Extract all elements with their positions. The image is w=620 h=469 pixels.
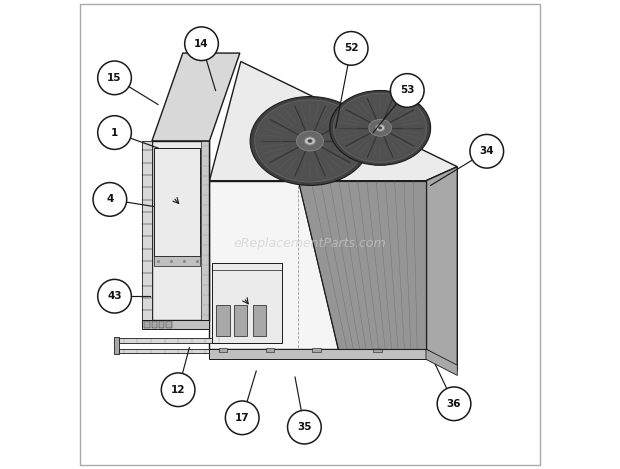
Polygon shape <box>159 321 164 327</box>
Polygon shape <box>212 263 282 343</box>
Polygon shape <box>113 337 119 354</box>
Polygon shape <box>234 305 247 336</box>
Circle shape <box>185 27 218 61</box>
Polygon shape <box>119 348 221 353</box>
Ellipse shape <box>304 137 316 145</box>
Polygon shape <box>426 166 458 370</box>
Ellipse shape <box>330 91 431 165</box>
Text: 12: 12 <box>171 385 185 395</box>
Circle shape <box>93 182 126 216</box>
Circle shape <box>161 373 195 407</box>
Polygon shape <box>141 319 210 329</box>
Text: 52: 52 <box>344 44 358 53</box>
Text: eReplacementParts.com: eReplacementParts.com <box>234 237 386 250</box>
Polygon shape <box>152 141 210 319</box>
Circle shape <box>437 387 471 421</box>
Circle shape <box>225 401 259 435</box>
Circle shape <box>391 74 424 107</box>
Polygon shape <box>312 348 321 352</box>
Polygon shape <box>152 321 157 327</box>
Polygon shape <box>210 61 458 181</box>
Polygon shape <box>265 348 274 352</box>
Polygon shape <box>154 148 200 256</box>
Polygon shape <box>119 338 221 343</box>
Ellipse shape <box>378 127 382 129</box>
Circle shape <box>98 61 131 95</box>
Circle shape <box>334 31 368 65</box>
Polygon shape <box>298 181 426 349</box>
Polygon shape <box>426 349 458 376</box>
Ellipse shape <box>369 120 391 136</box>
Polygon shape <box>201 141 210 319</box>
Ellipse shape <box>376 124 384 131</box>
Polygon shape <box>216 305 229 336</box>
Text: 14: 14 <box>194 39 209 49</box>
Text: 4: 4 <box>106 195 113 204</box>
Text: 1: 1 <box>111 128 118 137</box>
Text: 36: 36 <box>447 399 461 409</box>
Ellipse shape <box>255 100 365 182</box>
Circle shape <box>288 410 321 444</box>
Text: 53: 53 <box>400 85 415 96</box>
Ellipse shape <box>296 131 324 151</box>
Text: 15: 15 <box>107 73 122 83</box>
Polygon shape <box>373 348 381 352</box>
Circle shape <box>470 135 503 168</box>
Text: 34: 34 <box>479 146 494 156</box>
Text: 35: 35 <box>297 422 312 432</box>
Polygon shape <box>210 349 426 359</box>
Polygon shape <box>141 141 152 319</box>
Text: 43: 43 <box>107 291 122 301</box>
Polygon shape <box>152 53 240 141</box>
Circle shape <box>98 116 131 150</box>
Ellipse shape <box>334 93 427 162</box>
Ellipse shape <box>250 97 370 185</box>
Polygon shape <box>144 321 150 327</box>
Polygon shape <box>166 321 172 327</box>
Circle shape <box>98 280 131 313</box>
Ellipse shape <box>308 139 312 143</box>
Polygon shape <box>219 348 228 352</box>
Polygon shape <box>210 181 426 349</box>
Text: 17: 17 <box>235 413 249 423</box>
Polygon shape <box>253 305 266 336</box>
Polygon shape <box>154 256 200 266</box>
